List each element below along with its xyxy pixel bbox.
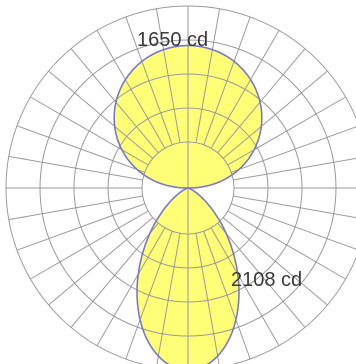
grid-ring [5,5,356,364]
bottom-lobe-label: 2108 cd [231,269,302,291]
intensity-curves [113,44,263,364]
grid-spoke [231,203,356,250]
top-lobe-label: 1650 cd [137,29,208,51]
grid-ring [107,107,269,269]
grid-spoke [233,157,356,181]
grid-spoke [233,195,356,219]
top-lobe-curve [113,44,263,189]
polar-grid [5,5,356,364]
grid-ring [39,39,337,337]
grid-ring [141,141,235,235]
bottom-lobe-curve [136,187,240,364]
grid-ring [73,73,303,303]
